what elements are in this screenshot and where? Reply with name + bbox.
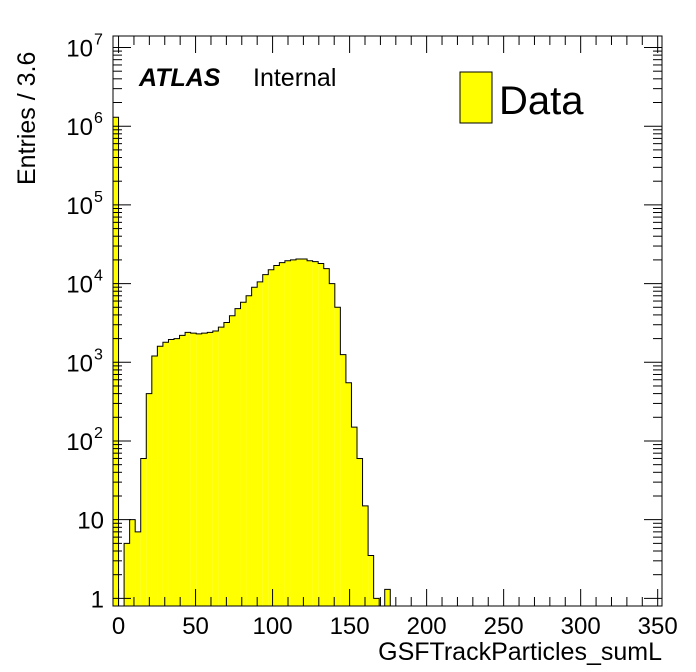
- legend-swatch: [459, 71, 493, 124]
- histogram-bar: [201, 333, 208, 606]
- histogram-bar: [273, 265, 280, 606]
- y-tick-label: 10: [66, 114, 93, 141]
- histogram-bar: [235, 308, 241, 606]
- y-tick-exponent: 5: [94, 189, 103, 206]
- histogram-bar: [334, 307, 341, 606]
- axis-ticks: [113, 36, 662, 606]
- histogram-outline: [112, 116, 396, 607]
- histogram-bar: [229, 315, 235, 606]
- histogram-bar: [329, 283, 335, 606]
- histogram-bar: [207, 332, 213, 606]
- histogram-bar: [345, 382, 352, 606]
- histogram-bar: [318, 263, 324, 606]
- histogram-bar: [185, 332, 191, 606]
- y-tick-label: 10: [66, 272, 93, 299]
- histogram-bar: [135, 531, 141, 606]
- histogram-bar: [140, 458, 147, 606]
- y-tick-label: 10: [77, 508, 104, 535]
- histogram-bar: [284, 260, 291, 606]
- histogram-bar: [307, 260, 313, 606]
- x-tick-label: 300: [561, 613, 601, 640]
- histogram-bar: [179, 335, 186, 606]
- histogram-bar: [218, 327, 224, 606]
- x-tick-labels: 0 50 100 150 200 250 300 350: [112, 613, 678, 640]
- histogram-bar: [162, 342, 169, 606]
- y-tick-label: 10: [66, 193, 93, 220]
- histogram-bar: [246, 295, 252, 606]
- internal-label: Internal: [253, 64, 336, 92]
- histogram-bar: [368, 555, 374, 606]
- histogram-bar: [290, 259, 296, 606]
- legend-label: Data: [499, 79, 584, 123]
- histogram-bar: [157, 346, 163, 606]
- histogram-bar: [212, 330, 219, 606]
- histogram-bar: [357, 458, 363, 606]
- histogram-bar: [268, 269, 274, 606]
- y-tick-exponent: 2: [94, 425, 103, 442]
- x-tick-label: 150: [330, 613, 370, 640]
- y-tick-exponent: 7: [94, 31, 103, 48]
- histogram-bar: [262, 274, 269, 606]
- y-tick-label: 10: [66, 35, 93, 62]
- x-tick-label: 350: [638, 613, 678, 640]
- histogram-bar: [323, 268, 330, 606]
- histogram-bar: [301, 259, 308, 606]
- y-tick-exponent: 3: [94, 346, 103, 363]
- x-tick-label: 50: [182, 613, 209, 640]
- histogram-bar: [113, 117, 119, 607]
- histogram-bar: [124, 543, 130, 606]
- y-tick-label: 10: [66, 350, 93, 377]
- x-tick-label: 250: [484, 613, 524, 640]
- plot-frame: [112, 35, 663, 607]
- histogram-bar: [223, 322, 230, 606]
- x-axis-title: GSFTrackParticles_sumL: [378, 638, 662, 666]
- x-tick-label: 0: [112, 613, 125, 640]
- y-tick-exponent: 4: [94, 268, 103, 285]
- histogram-bar: [373, 598, 380, 606]
- histogram-bar: [196, 333, 202, 606]
- histogram-bar: [257, 281, 263, 606]
- y-tick-exponent: 6: [94, 110, 103, 127]
- histogram-bar: [174, 338, 180, 606]
- histogram-bar: [168, 339, 174, 606]
- x-tick-label: 100: [253, 613, 293, 640]
- atlas-label: ATLAS: [138, 64, 221, 92]
- histogram-bar: [296, 259, 302, 606]
- histogram-bar: [146, 393, 152, 606]
- histogram-bars: [112, 116, 396, 607]
- histogram-bar: [240, 302, 247, 606]
- histogram-bar: [384, 589, 391, 606]
- x-tick-label: 200: [407, 613, 447, 640]
- histogram-bar: [312, 261, 319, 606]
- y-tick-label: 1: [91, 586, 104, 613]
- histogram-bar: [279, 262, 285, 606]
- y-tick-label: 10: [66, 429, 93, 456]
- histogram-bar: [340, 354, 346, 606]
- histogram-bar: [362, 505, 369, 606]
- histogram-bar: [251, 287, 258, 606]
- histogram-bar: [351, 427, 357, 606]
- histogram-bar: [151, 356, 158, 606]
- y-axis-title: Entries / 3.6: [13, 52, 41, 185]
- histogram-bar: [129, 519, 136, 606]
- histogram-bar: [190, 333, 197, 606]
